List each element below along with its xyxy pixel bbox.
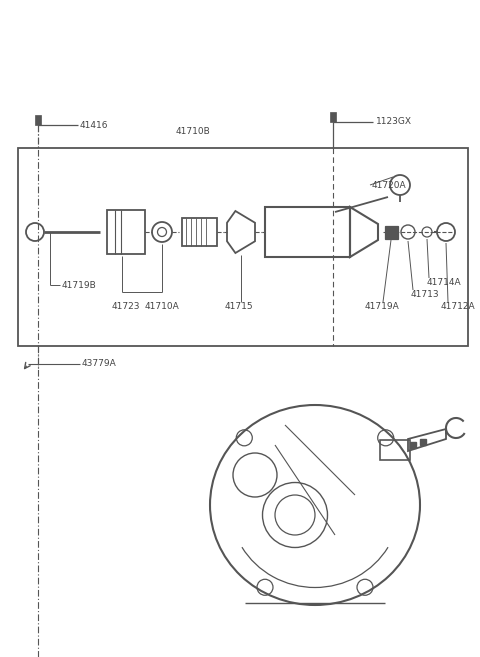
Bar — [330, 112, 336, 122]
Text: 41416: 41416 — [80, 120, 108, 129]
Text: 41719A: 41719A — [365, 302, 400, 311]
Text: 41710A: 41710A — [144, 302, 179, 311]
Text: 41723: 41723 — [111, 302, 140, 311]
Bar — [265, 207, 350, 257]
Bar — [35, 115, 41, 125]
Text: 41712A: 41712A — [441, 302, 476, 311]
Text: 1123GX: 1123GX — [376, 118, 412, 127]
Bar — [182, 218, 217, 246]
Text: 41713: 41713 — [411, 290, 440, 299]
Bar — [107, 210, 145, 254]
Bar — [385, 226, 398, 239]
Text: 41710B: 41710B — [176, 127, 210, 135]
Bar — [380, 440, 410, 460]
Text: 43779A: 43779A — [82, 359, 117, 369]
Text: 41715: 41715 — [225, 302, 253, 311]
Text: 41720A: 41720A — [372, 181, 407, 189]
Bar — [18, 148, 468, 346]
Text: 41719B: 41719B — [62, 281, 97, 290]
Text: 41714A: 41714A — [427, 278, 462, 287]
